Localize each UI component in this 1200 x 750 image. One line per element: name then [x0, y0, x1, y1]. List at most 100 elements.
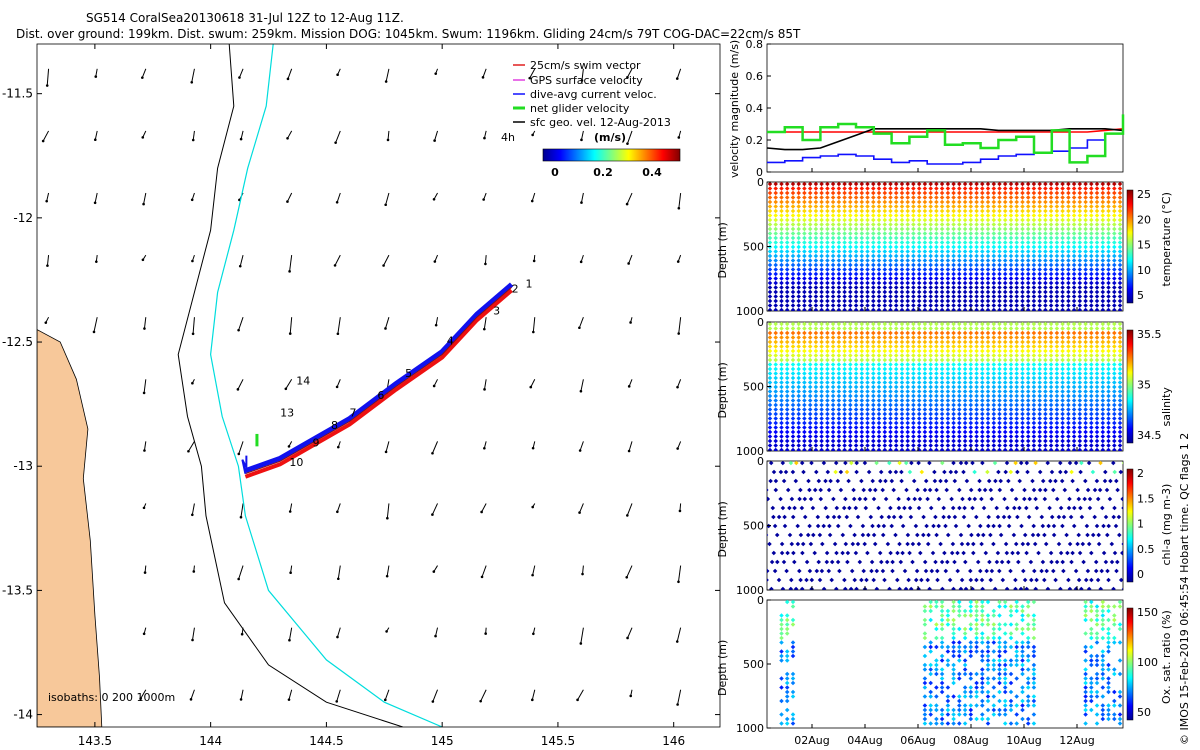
- sample-dot: [823, 478, 828, 484]
- sample-dot: [968, 393, 974, 399]
- y-tick-label: -13.5: [2, 583, 33, 597]
- sample-dot: [1066, 262, 1071, 268]
- sample-dot: [1066, 208, 1071, 214]
- sample-dot: [1094, 357, 1100, 363]
- sample-dot: [939, 416, 945, 421]
- sample-dot: [980, 689, 985, 695]
- sample-dot: [1066, 375, 1071, 381]
- sample-dot: [779, 429, 784, 435]
- sample-dot: [1083, 380, 1088, 385]
- sample-dot: [962, 289, 968, 295]
- sample-dot: [939, 407, 945, 412]
- velocity-arrow: [237, 379, 244, 390]
- sample-dot: [1008, 195, 1014, 200]
- sample-dot: [974, 371, 979, 376]
- sample-dot: [951, 307, 956, 311]
- sample-dot: [1020, 411, 1025, 417]
- sample-dot: [1079, 461, 1084, 466]
- sample-dot: [779, 289, 784, 295]
- sample-dot: [1115, 487, 1120, 493]
- sample-dot: [1094, 231, 1100, 236]
- sample-dot: [1043, 371, 1048, 376]
- sample-dot: [842, 420, 847, 426]
- sample-dot: [928, 402, 933, 408]
- arrow-head: [384, 450, 388, 454]
- arrow-head: [141, 136, 145, 139]
- velocity-arrow: [578, 317, 584, 328]
- sample-dot: [1008, 398, 1014, 403]
- arrow-head: [626, 514, 629, 517]
- sample-dot: [1066, 429, 1071, 435]
- sample-dot: [916, 398, 922, 403]
- sample-dot: [1106, 276, 1111, 281]
- sample-dot: [939, 429, 945, 435]
- sample-dot: [899, 384, 905, 390]
- sample-dot: [1009, 487, 1015, 493]
- sample-dot: [1014, 267, 1019, 272]
- sample-dot: [1002, 249, 1008, 254]
- sample-dot: [905, 434, 910, 439]
- sample-dot: [1071, 348, 1077, 354]
- sample-dot: [779, 235, 784, 241]
- sample-dot: [1094, 249, 1100, 254]
- sample-dot: [980, 447, 985, 451]
- sample-dot: [853, 380, 859, 385]
- sample-dot: [1058, 550, 1064, 556]
- sample-dot: [1002, 217, 1008, 223]
- sample-dot: [899, 240, 905, 245]
- sample-dot: [997, 398, 1002, 403]
- sample-dot: [1002, 253, 1008, 259]
- sample-dot: [1002, 182, 1008, 187]
- sample-dot: [1014, 411, 1019, 417]
- sample-dot: [940, 586, 945, 590]
- sample-dot: [1008, 604, 1014, 609]
- sample-dot: [980, 631, 985, 636]
- sample-dot: [1066, 195, 1071, 200]
- sample-dot: [928, 267, 933, 272]
- arrow-head: [580, 138, 583, 142]
- sample-dot: [1054, 303, 1060, 308]
- sample-dot: [853, 344, 859, 349]
- sample-dot: [779, 362, 784, 367]
- arrow-head: [629, 694, 633, 698]
- sample-dot: [905, 182, 910, 187]
- sample-dot: [767, 434, 773, 439]
- sample-dot: [997, 676, 1002, 681]
- sample-dot: [1008, 258, 1014, 263]
- sample-dot: [1002, 190, 1008, 196]
- sample-dot: [951, 348, 956, 354]
- sample-dot: [1071, 267, 1077, 272]
- sample-dot: [1002, 289, 1008, 295]
- sample-dot: [1014, 600, 1019, 605]
- sample-dot: [1066, 271, 1071, 277]
- sample-dot: [1008, 658, 1014, 663]
- sample-dot: [991, 411, 997, 417]
- arrow-head: [192, 570, 196, 573]
- sample-dot: [957, 640, 962, 645]
- sample-dot: [780, 586, 786, 590]
- sample-dot: [916, 389, 922, 394]
- sample-dot: [968, 289, 974, 295]
- sample-dot: [980, 407, 985, 412]
- velocity-arrow: [532, 317, 536, 333]
- sample-dot: [991, 262, 997, 268]
- sample-dot: [980, 617, 985, 623]
- sample-dot: [905, 429, 910, 435]
- sample-dot: [790, 213, 796, 218]
- sample-dot: [962, 366, 968, 372]
- sample-dot: [928, 344, 933, 349]
- sample-dot: [980, 635, 985, 641]
- sample-dot: [1106, 411, 1111, 417]
- sample-dot: [974, 298, 979, 304]
- sample-dot: [957, 712, 962, 717]
- sample-dot: [1014, 649, 1019, 654]
- sample-dot: [1048, 443, 1054, 448]
- sample-dot: [1106, 267, 1111, 272]
- sample-dot: [1008, 280, 1014, 286]
- sample-dot: [899, 429, 905, 435]
- velocity-arrow: [678, 317, 682, 334]
- sample-dot: [1014, 258, 1019, 263]
- sample-dot: [893, 271, 899, 277]
- sample-dot: [1020, 357, 1025, 363]
- sample-dot: [1031, 303, 1037, 308]
